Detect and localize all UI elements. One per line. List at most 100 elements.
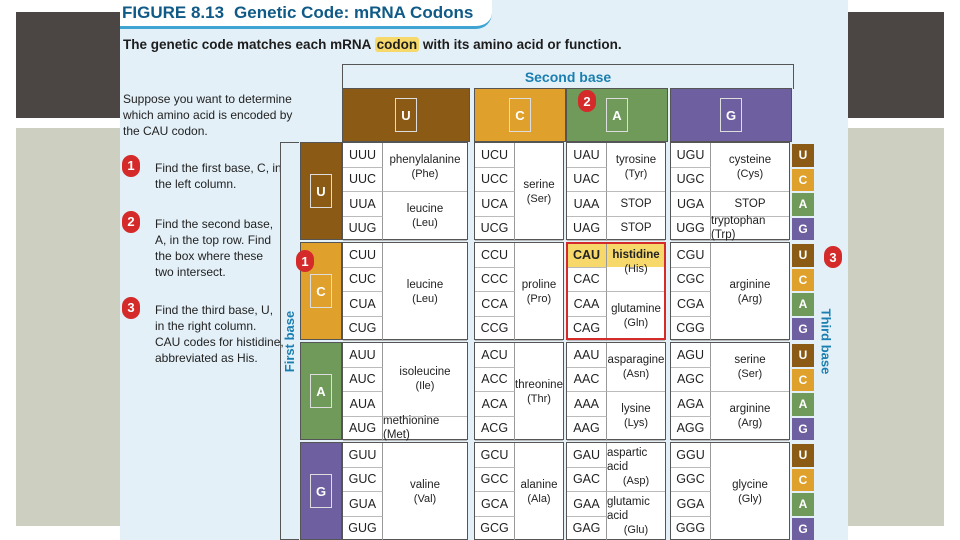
codon-cell: AAG (567, 416, 607, 441)
amino-acid-cell: STOP (607, 217, 665, 241)
codon-cell: CGA (671, 292, 711, 317)
third-base-label-wrap: Third base (816, 142, 836, 540)
amino-acid-abbr: (Thr) (527, 392, 551, 405)
amino-acid-cell: arginine (Arg) (711, 392, 789, 441)
codon-cell: CCC (475, 267, 515, 292)
figure-number: FIGURE 8.13 (122, 3, 225, 22)
codon-cell: UGC (671, 167, 711, 192)
amino-acid-name: serine (523, 178, 555, 191)
codon-cell: GAU (567, 443, 607, 468)
subtitle-text-start: The genetic code matches each mRNA (123, 37, 375, 52)
amino-acid-name: valine (409, 478, 441, 491)
amino-acid-cell: isoleucine (Ile) (383, 343, 467, 417)
amino-acid-name: glutamine (611, 303, 661, 315)
amino-acid-abbr: (Cys) (736, 168, 764, 180)
amino-acid-abbr: (Leu) (412, 217, 438, 229)
second-base-tile-a: A (606, 98, 628, 132)
codon-cell: AUU (343, 343, 383, 368)
amino-acid-abbr: (Leu) (412, 292, 438, 305)
amino-acid-cell: leucine (Leu) (383, 192, 467, 241)
cau-highlight-box (566, 242, 666, 340)
figure-header: FIGURE 8.13 Genetic Code: mRNA Codons (120, 0, 492, 29)
first-base-box-u: U (300, 142, 342, 240)
codon-cell: AGG (671, 416, 711, 441)
third-base-tile-a-a: A (792, 393, 814, 416)
second-base-box-a: A (566, 88, 668, 142)
amino-acid-name: glutamic acid (607, 496, 650, 522)
amino-acid-abbr: (Ala) (527, 492, 551, 505)
codon-group-gu: GUU GUC GUA GUG valine (Val) (342, 442, 468, 540)
codon-cell: AGA (671, 392, 711, 417)
second-base-box-g: G (670, 88, 792, 142)
codon-cell: CAA (567, 292, 607, 317)
instruction-step-1: 1 Find the first base, C, in the left co… (122, 155, 282, 195)
codon-cell: ACU (475, 343, 515, 368)
first-base-label-wrap: First base (280, 142, 299, 540)
third-base-tile-u-a: A (792, 193, 814, 216)
subtitle-highlight-codon: codon (374, 37, 420, 52)
codon-group-au: AUU AUC AUA AUG isoleucine (Ile) methionine (M… (342, 342, 468, 442)
amino-acid-abbr: (Lys) (623, 417, 649, 429)
codon-cell: CGU (671, 243, 711, 268)
codon-group-cg: CGU CGC CGA CGG arginine (Arg) (670, 242, 790, 341)
codon-group-uu: UUU UUC UUA UUG phenylalanine (Phe) leucine (Le… (342, 142, 468, 241)
codon-cell: GAA (567, 492, 607, 517)
codon-cell: UGU (671, 143, 711, 168)
codon-cell: GGA (671, 492, 711, 517)
amino-acid-name: tyrosine (615, 154, 657, 166)
amino-acid-cell: arginine (Arg) (711, 243, 789, 341)
codon-group-aa: AAU AAC AAA AAG asparagine (Asn) lysine (Lys) (566, 342, 666, 441)
codon-cell: CUA (343, 292, 383, 317)
amino-acid-abbr: (His) (624, 263, 648, 275)
codon-group-ca: CAU CAC CAA CAG histidine (His) glutamine (Gln) (566, 242, 666, 341)
codon-cell: UUA (343, 192, 383, 217)
second-base-label: Second base (342, 64, 794, 89)
codon-cell: AUG (343, 416, 383, 441)
amino-acid-name: proline (521, 278, 557, 291)
amino-acid-name: leucine (406, 203, 444, 215)
subtitle-text-end: with its amino acid or function. (419, 37, 622, 52)
amino-acid-name: STOP (734, 197, 766, 210)
codon-cell: CAU (567, 243, 607, 268)
amino-acid-cell: STOP (711, 192, 789, 217)
amino-acid-cell: tyrosine (Tyr) (607, 143, 665, 192)
codon-group-ua: UAU UAC UAA UAG tyrosine (Tyr) STOP STOP (566, 142, 666, 241)
amino-acid-abbr: (Ser) (737, 368, 763, 380)
codon-cell: GGC (671, 467, 711, 492)
amino-acid-cell: glycine (Gly) (711, 443, 789, 540)
codon-cell: CGG (671, 316, 711, 341)
amino-acid-name: methionine (Met) (383, 415, 440, 442)
amino-acid-cell: glutamine (Gln) (607, 292, 665, 341)
amino-acid-name: aspartic acid (607, 447, 648, 473)
amino-acid-cell: proline (Pro) (515, 243, 563, 341)
codon-cell: UCG (475, 216, 515, 241)
step-badge-2: 2 (122, 211, 140, 233)
amino-acid-abbr: (Glu) (623, 524, 649, 536)
amino-acid-cell: lysine (Lys) (607, 392, 665, 441)
codon-cell: GCG (475, 516, 515, 540)
codon-cell: GCC (475, 467, 515, 492)
codon-cell: UUG (343, 216, 383, 241)
third-base-tile-g-g: G (792, 517, 814, 540)
third-base-tile-c-u: U (792, 244, 814, 267)
amino-acid-cell: valine (Val) (383, 443, 467, 540)
third-base-tile-u-c: C (792, 168, 814, 191)
amino-acid-abbr: (Arg) (737, 417, 763, 429)
figure-subtitle: The genetic code matches each mRNA codon… (123, 37, 622, 52)
amino-acid-name: isoleucine (399, 366, 451, 379)
third-base-tile-g-c: C (792, 468, 814, 491)
codon-cell: GUU (343, 443, 383, 468)
marker-1: 1 (296, 250, 314, 272)
amino-acid-cell: leucine (Leu) (383, 243, 467, 341)
marker-2: 2 (578, 90, 596, 112)
codon-cell: UGA (671, 192, 711, 217)
third-base-tile-c-g: G (792, 317, 814, 340)
codon-cell: UGG (671, 216, 711, 241)
codon-cell: UCA (475, 192, 515, 217)
first-base-box-g: G (300, 442, 342, 540)
codon-cell: GCU (475, 443, 515, 468)
codon-cell: GUC (343, 467, 383, 492)
third-base-tile-u-u: U (792, 144, 814, 167)
amino-acid-name: cysteine (728, 154, 772, 166)
codon-group-ag: AGU AGC AGA AGG serine (Ser) arginine (Arg) (670, 342, 790, 441)
